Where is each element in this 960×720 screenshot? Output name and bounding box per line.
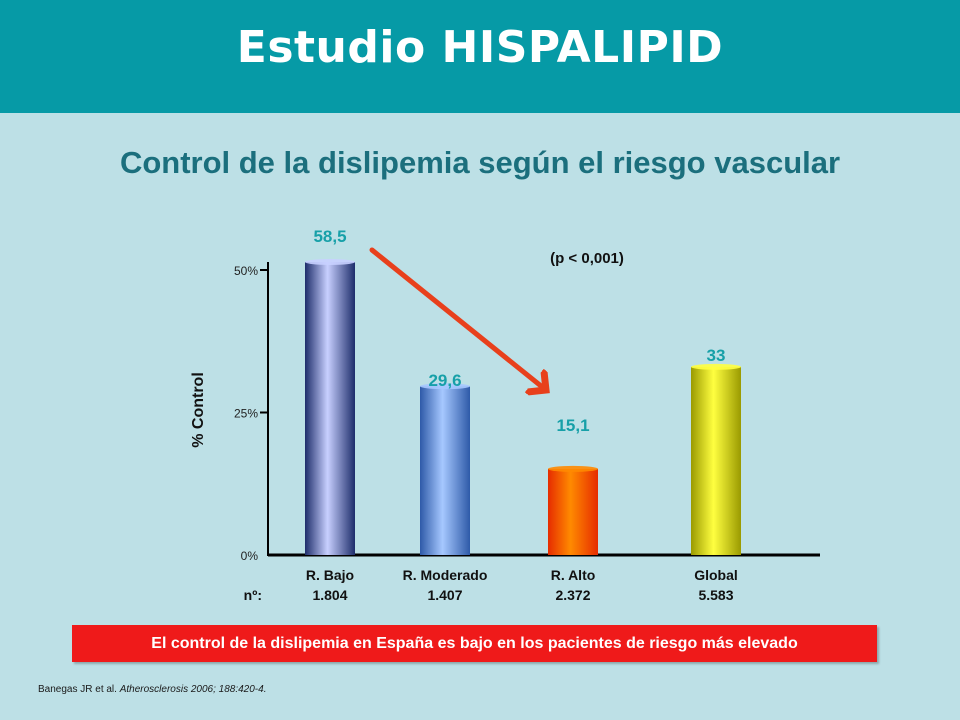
value-label: 29,6 <box>428 371 461 390</box>
slide-title: Estudio HISPALIPID <box>236 22 724 73</box>
bar-3 <box>548 468 598 555</box>
category-label: R. Moderado <box>403 567 488 583</box>
category-label: R. Alto <box>551 567 596 583</box>
category-n-value: 5.583 <box>698 587 733 603</box>
category-n-value: 1.407 <box>427 587 462 603</box>
value-label: 58,5 <box>313 227 346 246</box>
bar-cap-4 <box>691 363 741 370</box>
citation-journal: Atherosclerosis 2006; 188:420-4. <box>119 684 267 695</box>
y-tick-label: 50% <box>234 264 258 278</box>
bar-1 <box>305 262 355 555</box>
conclusion-banner: El control de la dislipemia en España es… <box>72 625 877 662</box>
bar-cap-3 <box>548 465 598 472</box>
trend-arrow <box>369 247 546 390</box>
bar-cap-1 <box>305 259 355 265</box>
citation-authors: Banegas JR et al. <box>38 684 117 695</box>
category-n-value: 1.804 <box>312 587 347 603</box>
bar-2 <box>420 386 470 555</box>
bar-4 <box>691 366 741 555</box>
citation: Banegas JR et al. Atherosclerosis 2006; … <box>38 684 266 695</box>
category-n-value: 2.372 <box>555 587 590 603</box>
y-axis-label: % Control <box>190 372 207 448</box>
category-label: Global <box>694 567 738 583</box>
value-label: 33 <box>707 346 726 365</box>
bar-cap-2 <box>420 383 470 390</box>
p-value-annotation: (p < 0,001) <box>550 250 624 267</box>
chart-subtitle: Control de la dislipemia según el riesgo… <box>119 145 841 180</box>
n-label: nº: <box>244 587 262 603</box>
y-tick-label: 25% <box>234 407 258 421</box>
value-label: 15,1 <box>556 416 589 435</box>
y-tick-label: 0% <box>241 549 259 563</box>
header-banner <box>0 0 960 113</box>
category-label: R. Bajo <box>306 567 354 583</box>
